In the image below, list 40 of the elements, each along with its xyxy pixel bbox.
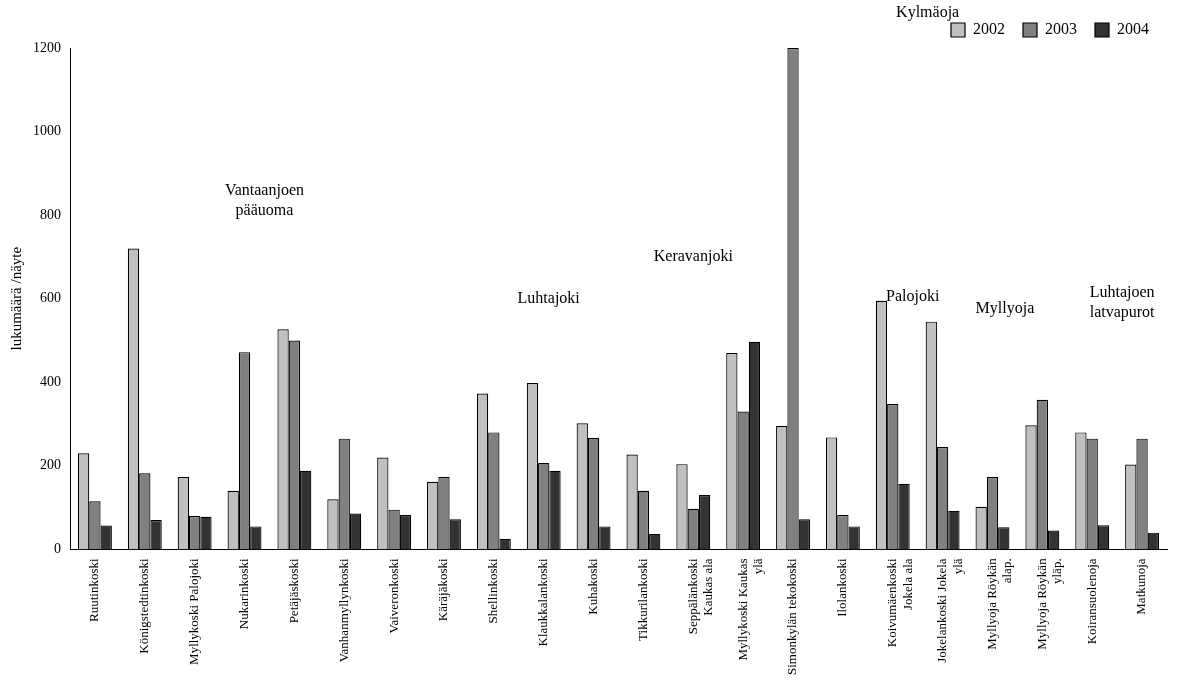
x-tick-label: Ilolankoski — [834, 557, 850, 617]
x-tick-label: Nukarinkoski — [235, 557, 251, 630]
text: Kylmäoja — [896, 2, 960, 21]
y-tick-label: 1000 — [33, 123, 61, 139]
y-tick-label: 800 — [40, 206, 61, 222]
x-tick-label: Koiransuolenoja — [1083, 558, 1099, 645]
y-tick-label: 200 — [40, 457, 61, 473]
legend-label: 2004 — [1117, 20, 1149, 38]
annotation: Keravanjoki — [653, 247, 734, 266]
x-tick-label: Petäjäskoski — [285, 557, 301, 624]
y-tick-label: 1200 — [33, 39, 61, 55]
x-tick-label: Tikkurilankoski — [634, 557, 650, 641]
annotation: Luhtajoen latvapurot — [1089, 283, 1156, 322]
x-tick-label: Myllyoja Röykän yläp. — [1033, 557, 1065, 650]
annotation: Myllyoja — [975, 299, 1035, 318]
x-tick-label: Vanhanmyllynkoski — [335, 557, 351, 663]
x-tick-label: Shellinkoski — [485, 557, 501, 624]
y-axis-title: lukumäärä /näyte — [7, 246, 24, 351]
x-tick-label: Königstedtinkoski — [136, 557, 152, 654]
x-tick-label: Seppälänkoski Kaukas ala — [684, 557, 716, 635]
legend-label: 2003 — [1045, 20, 1077, 38]
x-tick-label: Myllykoski Kaukas ylä — [734, 558, 766, 661]
x-tick-label: Koivumäenkoski Jokela ala — [884, 557, 915, 648]
legend-label: 2002 — [973, 20, 1005, 38]
y-tick-label: 400 — [40, 373, 61, 389]
x-tick-label: Vaiveronkoski — [385, 557, 401, 634]
x-tick-label: Matkunoja — [1133, 558, 1149, 615]
x-tick-label: Myllykoski Palojoki — [186, 557, 202, 665]
x-tick-label: Myllyoja Röykän alap. — [983, 557, 1015, 650]
annotation: Vantaanjoen pääuoma — [224, 180, 305, 219]
x-tick-label: Kuhakoski — [584, 557, 600, 615]
x-tick-label: Jokelankoski Jokela ylä — [934, 558, 965, 663]
x-tick-label: Ruutinkoski — [86, 557, 102, 622]
x-tick-label: Klaukkalankoski — [535, 557, 551, 647]
y-tick-label: 0 — [54, 541, 61, 557]
x-tick-label: Käräjäkoski — [435, 557, 451, 622]
x-tick-label: Simonkylän tekokoski — [784, 557, 800, 675]
y-tick-label: 600 — [40, 290, 61, 306]
annotation: Palojoki — [886, 286, 940, 305]
annotation: Luhtajoki — [517, 288, 581, 307]
